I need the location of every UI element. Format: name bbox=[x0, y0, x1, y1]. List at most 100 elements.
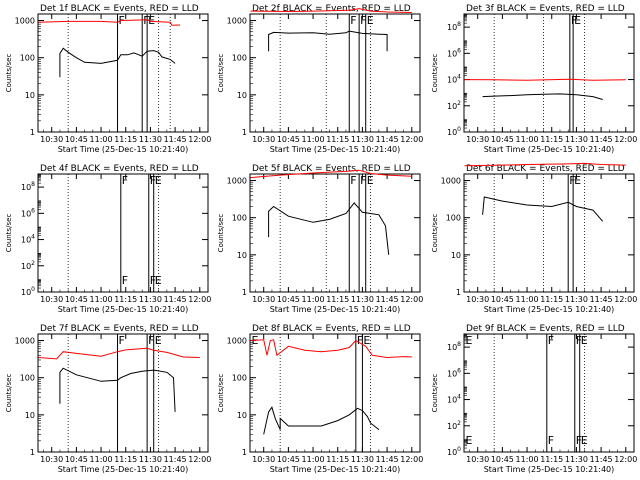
event-marker-label: F bbox=[150, 274, 156, 287]
plot-frame bbox=[463, 173, 635, 293]
y-axis-label: Counts/sec bbox=[431, 214, 439, 253]
x-axis-label: Start Time (25-Dec-15 10:21:40) bbox=[270, 145, 401, 154]
x-tick-label: 10:45 bbox=[491, 455, 514, 464]
y-tick-label: 108 bbox=[21, 181, 35, 192]
x-tick-label: 11:00 bbox=[302, 135, 325, 144]
x-tick-label: 11:15 bbox=[540, 295, 563, 304]
y-tick-label: 104 bbox=[447, 394, 461, 405]
y-axis-label: Counts/sec bbox=[217, 374, 225, 413]
event-marker-label: F bbox=[148, 334, 154, 347]
y-tick-label: 100 bbox=[446, 214, 461, 223]
y-tick-label: 1 bbox=[242, 128, 247, 137]
event-marker-label: F bbox=[150, 174, 156, 187]
events-series-line bbox=[59, 47, 176, 78]
plot-frame bbox=[249, 173, 421, 293]
x-tick-label: 10:45 bbox=[491, 135, 514, 144]
y-tick-label: 100 bbox=[232, 214, 247, 223]
y-tick-label: 1 bbox=[242, 288, 247, 297]
x-tick-label: 12:00 bbox=[188, 135, 211, 144]
x-tick-label: 11:30 bbox=[565, 135, 588, 144]
x-tick-label: 11:00 bbox=[516, 135, 539, 144]
event-marker-label: F bbox=[122, 274, 128, 287]
event-marker-label: E bbox=[367, 14, 374, 27]
events-series-line bbox=[263, 406, 380, 435]
lld-series-line bbox=[250, 169, 412, 179]
event-marker-label: E bbox=[155, 334, 162, 347]
x-tick-label: 11:15 bbox=[326, 135, 349, 144]
chart-panel: Det 4f BLACK = Events, RED = LLD 100 102 10… bbox=[5, 164, 211, 314]
x-tick-label: 11:00 bbox=[90, 135, 113, 144]
x-tick-label: 11:15 bbox=[326, 295, 349, 304]
event-marker-label: F bbox=[350, 174, 356, 187]
x-tick-label: 11:30 bbox=[565, 295, 588, 304]
y-tick-label: 106 bbox=[447, 367, 461, 378]
event-marker-label: E bbox=[581, 434, 588, 447]
x-tick-label: 10:30 bbox=[40, 455, 63, 464]
x-tick-label: 11:45 bbox=[376, 455, 399, 464]
x-axis-label: Start Time (25-Dec-15 10:21:40) bbox=[270, 465, 401, 474]
y-axis-label: Counts/sec bbox=[431, 54, 439, 93]
x-tick-label: 12:00 bbox=[400, 295, 423, 304]
y-tick-label: 10 bbox=[237, 251, 247, 260]
event-marker-label: F bbox=[119, 334, 125, 347]
x-tick-label: 10:45 bbox=[277, 295, 300, 304]
event-marker-label: F bbox=[576, 434, 582, 447]
y-tick-label: 102 bbox=[21, 260, 35, 271]
chart-title: Det 9f BLACK = Events, RED = LLD bbox=[466, 324, 625, 334]
event-marker-label: E bbox=[466, 334, 473, 347]
x-tick-label: 10:30 bbox=[40, 135, 63, 144]
chart-panel: Det 9f BLACK = Events, RED = LLD 100 102 10… bbox=[431, 324, 637, 474]
x-axis-label: Start Time (25-Dec-15 10:21:40) bbox=[58, 305, 189, 314]
x-tick-label: 11:00 bbox=[516, 455, 539, 464]
y-tick-label: 104 bbox=[21, 234, 35, 245]
x-tick-label: 11:15 bbox=[540, 455, 563, 464]
lld-series-line bbox=[250, 8, 412, 13]
lld-series-line bbox=[38, 19, 181, 26]
x-tick-label: 12:00 bbox=[614, 135, 637, 144]
y-tick-label: 100 bbox=[20, 54, 35, 63]
y-tick-label: 1000 bbox=[227, 177, 247, 186]
plot-frame bbox=[37, 13, 209, 133]
lld-series-line bbox=[464, 78, 626, 81]
event-marker-label: F bbox=[357, 334, 363, 347]
x-tick-label: 12:00 bbox=[188, 295, 211, 304]
event-marker-label: F bbox=[569, 174, 575, 187]
x-tick-label: 10:45 bbox=[277, 455, 300, 464]
x-tick-label: 10:45 bbox=[65, 455, 88, 464]
x-tick-label: 11:30 bbox=[565, 455, 588, 464]
chart-title: Det 5f BLACK = Events, RED = LLD bbox=[252, 164, 411, 174]
lld-series-line bbox=[464, 162, 626, 167]
events-series-line bbox=[268, 30, 388, 52]
y-tick-label: 102 bbox=[447, 420, 461, 431]
x-tick-label: 10:45 bbox=[65, 295, 88, 304]
x-tick-label: 11:45 bbox=[376, 295, 399, 304]
x-tick-label: 11:15 bbox=[114, 295, 137, 304]
chart-title: Det 7f BLACK = Events, RED = LLD bbox=[40, 324, 199, 334]
x-tick-label: 11:00 bbox=[90, 455, 113, 464]
event-marker-label: E bbox=[363, 334, 370, 347]
x-tick-label: 10:30 bbox=[466, 455, 489, 464]
event-marker-label: E bbox=[155, 174, 162, 187]
y-tick-label: 1000 bbox=[441, 177, 461, 186]
y-tick-label: 1000 bbox=[227, 17, 247, 26]
x-tick-label: 12:00 bbox=[400, 135, 423, 144]
x-tick-label: 11:15 bbox=[114, 455, 137, 464]
y-tick-label: 1 bbox=[30, 448, 35, 457]
x-tick-label: 11:30 bbox=[139, 295, 162, 304]
y-tick-label: 1000 bbox=[15, 337, 35, 346]
event-marker-label: F bbox=[350, 14, 356, 27]
plot-frame bbox=[249, 13, 421, 133]
x-tick-label: 11:30 bbox=[351, 135, 374, 144]
event-marker-label: F bbox=[122, 174, 128, 187]
x-tick-label: 10:30 bbox=[252, 135, 275, 144]
y-tick-label: 100 bbox=[20, 374, 35, 383]
event-marker-label: F bbox=[548, 434, 554, 447]
chart-panel: Det 2f BLACK = Events, RED = LLD 1 10 100 10… bbox=[217, 4, 423, 154]
x-tick-label: 10:45 bbox=[491, 295, 514, 304]
y-axis-label: Counts/sec bbox=[217, 214, 225, 253]
x-tick-label: 10:45 bbox=[277, 135, 300, 144]
x-tick-label: 10:30 bbox=[40, 295, 63, 304]
x-tick-label: 11:15 bbox=[540, 135, 563, 144]
x-tick-label: 11:30 bbox=[139, 135, 162, 144]
